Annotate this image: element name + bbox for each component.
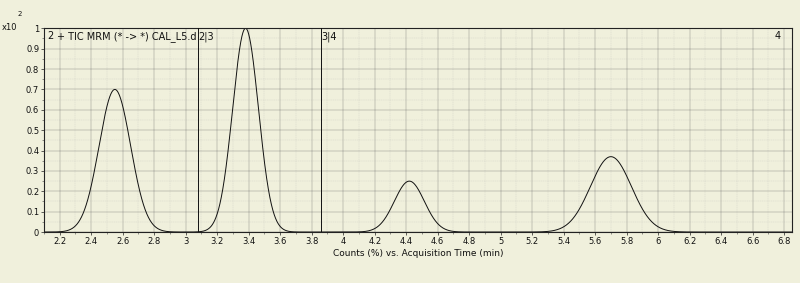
Text: 2: 2: [18, 11, 22, 17]
Text: 2|3: 2|3: [198, 31, 214, 42]
Text: 3|4: 3|4: [321, 31, 337, 42]
X-axis label: Counts (%) vs. Acquisition Time (min): Counts (%) vs. Acquisition Time (min): [333, 249, 503, 258]
Text: 4: 4: [775, 31, 781, 41]
Text: x10: x10: [2, 23, 17, 32]
Text: 2: 2: [47, 31, 54, 41]
Text: + TIC MRM (* -> *) CAL_L5.d: + TIC MRM (* -> *) CAL_L5.d: [57, 31, 196, 42]
